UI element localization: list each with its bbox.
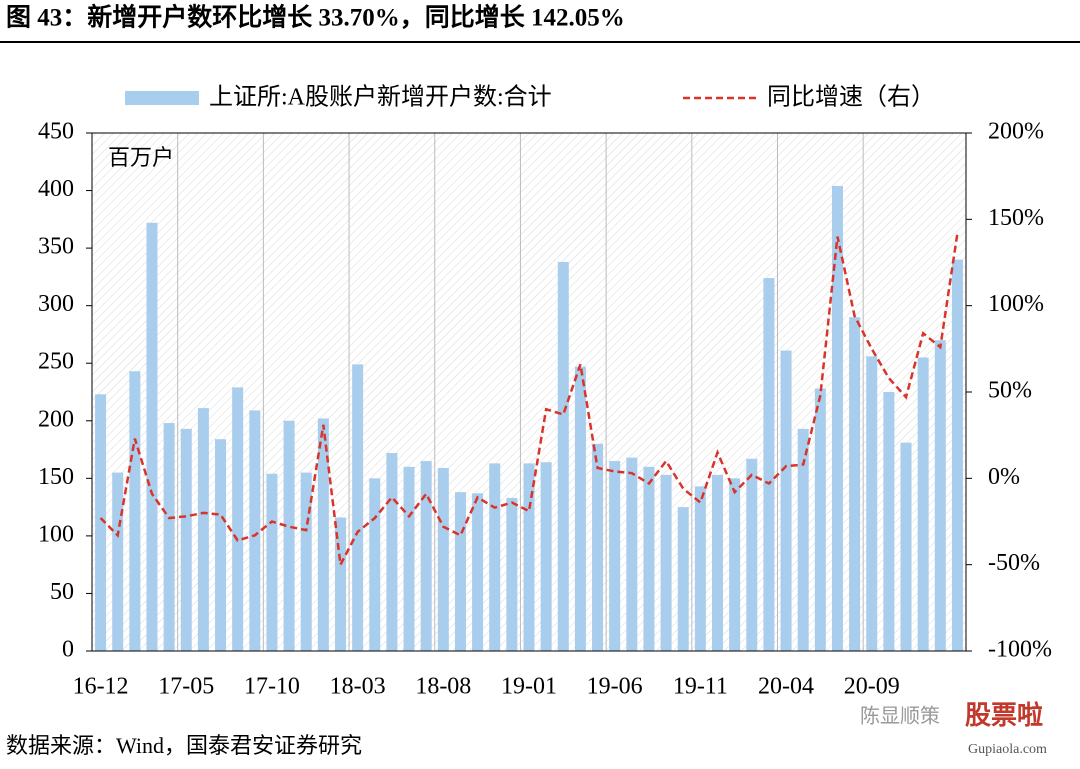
x-tick-label: 19-06 bbox=[587, 674, 643, 700]
bar bbox=[472, 493, 484, 651]
x-tick-label: 19-11 bbox=[673, 674, 728, 700]
bar bbox=[917, 357, 929, 651]
bar bbox=[626, 457, 638, 651]
y2-tick-label: 100% bbox=[988, 291, 1044, 317]
y2-tick-label: 200% bbox=[988, 119, 1044, 145]
bar bbox=[746, 458, 758, 651]
bar bbox=[900, 442, 912, 651]
x-tick-label: 19-01 bbox=[501, 674, 557, 700]
bar bbox=[557, 261, 569, 651]
y-tick-label: 0 bbox=[62, 637, 74, 663]
legend-swatch bbox=[125, 91, 199, 105]
bar bbox=[317, 418, 329, 651]
bar bbox=[592, 443, 604, 651]
x-tick-label: 18-03 bbox=[330, 674, 386, 700]
bar bbox=[95, 394, 107, 651]
unit-label: 百万户 bbox=[108, 145, 174, 170]
bar bbox=[574, 366, 586, 651]
y-tick-label: 100 bbox=[38, 521, 74, 547]
x-tick-label: 20-09 bbox=[844, 674, 900, 700]
bar bbox=[643, 466, 655, 651]
bar bbox=[677, 507, 689, 651]
bar bbox=[866, 356, 878, 651]
bar bbox=[934, 340, 946, 651]
bar bbox=[831, 185, 843, 651]
y2-tick-label: 50% bbox=[988, 378, 1032, 404]
bar bbox=[849, 317, 861, 651]
bar bbox=[454, 492, 466, 651]
x-tick-label: 17-10 bbox=[244, 674, 300, 700]
chart-title: 图 43：新增开户数环比增长 33.70%，同比增长 142.05% bbox=[6, 3, 625, 32]
bar bbox=[369, 478, 381, 651]
bar bbox=[540, 462, 552, 651]
y-tick-label: 450 bbox=[38, 119, 74, 145]
y-tick-label: 200 bbox=[38, 406, 74, 432]
bar bbox=[883, 392, 895, 651]
bar bbox=[437, 467, 449, 651]
plot-frame bbox=[91, 132, 967, 652]
bar bbox=[420, 461, 432, 651]
bar bbox=[403, 466, 415, 651]
x-tick-label: 17-05 bbox=[158, 674, 214, 700]
x-tick-label: 20-04 bbox=[758, 674, 814, 700]
y2-tick-label: 150% bbox=[988, 205, 1044, 231]
bar bbox=[129, 371, 141, 651]
bar bbox=[197, 408, 209, 651]
bar bbox=[352, 364, 364, 651]
bar bbox=[797, 428, 809, 651]
bar bbox=[232, 387, 244, 651]
y2-tick-label: 0% bbox=[988, 464, 1020, 490]
bar bbox=[163, 423, 175, 651]
x-tick-label: 16-12 bbox=[73, 674, 129, 700]
watermark: Gupiaola.com bbox=[968, 742, 1047, 757]
y2-tick-label: -100% bbox=[988, 637, 1052, 663]
y-tick-label: 350 bbox=[38, 234, 74, 260]
bar bbox=[300, 472, 312, 651]
y2-tick-label: -50% bbox=[988, 550, 1040, 576]
bar bbox=[266, 473, 278, 651]
bar bbox=[609, 461, 621, 651]
bar bbox=[763, 278, 775, 651]
legend-label: 同比增速（右） bbox=[767, 84, 935, 111]
bar bbox=[712, 474, 724, 651]
bar bbox=[146, 222, 158, 651]
bar bbox=[112, 472, 124, 651]
y-tick-label: 300 bbox=[38, 291, 74, 317]
y-tick-label: 400 bbox=[38, 176, 74, 202]
bar bbox=[660, 474, 672, 651]
y-tick-label: 150 bbox=[38, 464, 74, 490]
line bbox=[99, 232, 959, 569]
bar bbox=[523, 463, 535, 651]
y-tick-label: 250 bbox=[38, 349, 74, 375]
bar bbox=[506, 497, 518, 651]
bar bbox=[180, 428, 192, 651]
y-tick-label: 50 bbox=[50, 579, 74, 605]
source: 数据来源：Wind，国泰君安证券研究 bbox=[6, 733, 362, 758]
bar bbox=[249, 410, 261, 651]
bar bbox=[386, 453, 398, 651]
watermark: 陈显顺策 bbox=[860, 705, 940, 728]
bar bbox=[951, 259, 963, 651]
bar bbox=[489, 463, 501, 651]
bar bbox=[780, 350, 792, 651]
bar bbox=[215, 439, 227, 651]
bar bbox=[729, 478, 741, 651]
legend-label: 上证所:A股账户新增开户数:合计 bbox=[209, 84, 552, 111]
x-tick-label: 18-08 bbox=[415, 674, 471, 700]
watermark: 股票啦 bbox=[965, 700, 1043, 730]
bar bbox=[814, 388, 826, 651]
bar bbox=[334, 517, 346, 651]
bar bbox=[694, 486, 706, 651]
bar bbox=[283, 420, 295, 651]
